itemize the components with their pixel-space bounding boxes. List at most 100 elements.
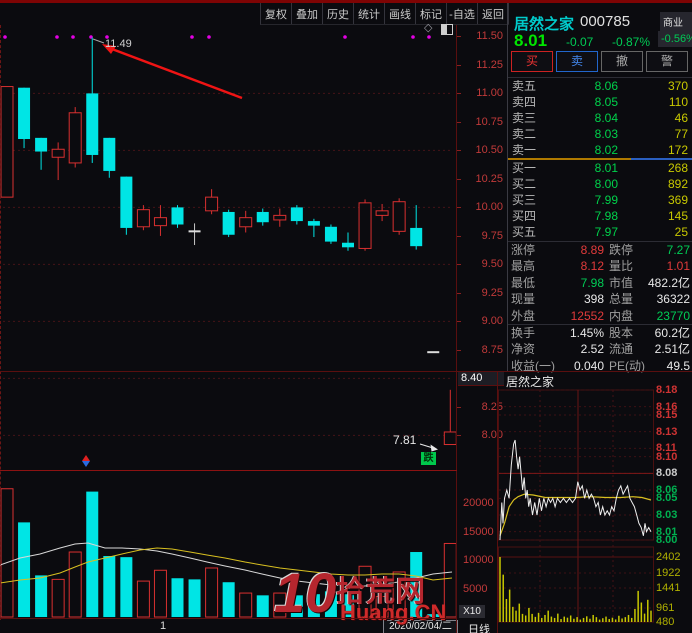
order-book-row-sell[interactable]: 卖二 8.03 77 [508,126,692,142]
minute-price-label: 8.15 [656,408,678,421]
price-change-percent: -0.87% [612,35,651,49]
drop-badge: 跌 [421,452,436,465]
stat-label: 现量 [511,292,536,307]
stat-value: 60.2亿 [654,325,690,340]
quote-panel-divider [507,3,508,371]
order-book: 卖五 8.06 370 卖四 8.05 110 卖三 8.04 46 卖二 8.03 77 卖一 8.02… [508,77,692,240]
stat-row: 换手 1.45% 股本 60.2亿 [508,323,692,341]
order-book-price: 8.03 [594,127,618,141]
left-dashed-border [0,25,1,620]
stat-value: 1.45% [569,325,604,340]
month-tick-label: 1 [160,620,167,632]
price-axis-tick [457,292,461,294]
stat-row: 现量 398 总量 36322 [508,291,692,307]
stat-label: PE(动) [609,358,646,373]
chart-toolbar: 复权 叠加 历史 统计 画线 标记 -自选 返回 [260,3,509,25]
order-book-level-label: 卖一 [512,143,537,157]
stat-label: 跌停 [609,243,634,257]
stock-stats: 涨停 8.89 跌停 7.27 最高 8.12 量比 1.01 最低 7.98 市值 482.2亿 现量… [508,241,692,374]
minute-price-label: 8.00 [656,533,678,546]
stat-label: 总量 [609,292,634,307]
window-half-fill [442,25,447,34]
price-axis-label: 10.75 [475,115,503,128]
toolbar-button-statistics[interactable]: 统计 [354,3,385,24]
minute-price-label: 8.03 [656,508,678,521]
order-book-level-label: 卖三 [512,111,537,125]
order-book-level-label: 买三 [512,193,537,207]
stat-value: 7.98 [580,275,604,290]
intraday-minute-chart[interactable]: 居然之家 8.18 8.16 8.15 8.13 8.11 8.10 8.08 8.06 8.0… [497,372,692,633]
order-book-price: 8.02 [594,143,618,157]
minute-volume-label: 1922 [656,567,681,579]
order-book-price: 8.00 [594,177,618,191]
minute-price-label: 8.08 [656,467,678,480]
toolbar-button-draw-line[interactable]: 画线 [385,3,416,24]
alert-button[interactable]: 警 [646,51,688,72]
order-book-row-buy[interactable]: 买二 8.00 892 [508,176,692,192]
price-axis-label: 9.25 [481,286,503,299]
stat-label: 换手 [511,325,536,340]
buy-button[interactable]: 买 [511,51,553,72]
stat-row: 收益(一) 0.040 PE(动) 49.5 [508,358,692,374]
minute-volume-label: 961 [656,602,675,614]
minute-price-label: 8.05 [656,492,678,505]
order-book-row-buy[interactable]: 买一 8.01 268 [508,160,692,176]
price-axis-tick [457,36,461,38]
order-book-price: 7.98 [594,209,618,223]
volume-axis-label: 5000 [463,582,488,595]
stat-label: 净资 [511,342,536,357]
volume-canvas[interactable] [0,470,457,620]
order-book-volume: 369 [667,193,688,207]
price-axis-tick [457,64,461,66]
current-date-box[interactable]: 2020/02/04/二 [383,620,458,633]
order-book-row-sell[interactable]: 卖四 8.05 110 [508,94,692,110]
order-book-row-buy[interactable]: 买四 7.98 145 [508,208,692,224]
order-book-row-sell[interactable]: 卖五 8.06 370 [508,78,692,94]
minute-price-label: 8.18 [656,384,678,396]
last-price: 8.01 [514,31,548,50]
stat-row: 净资 2.52 流通 2.51亿 [508,341,692,357]
price-axis-label: 10.25 [475,172,503,185]
order-book-volume: 46 [674,111,688,125]
toolbar-button-history[interactable]: 历史 [323,3,354,24]
order-book-price: 7.99 [594,193,618,207]
toolbar-button-overlay[interactable]: 叠加 [292,3,323,24]
order-book-price: 8.06 [594,79,618,93]
order-book-price: 7.97 [594,225,618,239]
price-axis-label: 10.00 [475,201,503,214]
daily-candlestick-chart[interactable] [0,25,457,470]
order-book-price: 8.04 [594,111,618,125]
split-window-icon[interactable] [441,24,453,35]
candlestick-canvas[interactable] [0,25,457,470]
toolbar-button-remove-watchlist[interactable]: -自选 [447,3,478,24]
minute-canvas[interactable] [498,372,692,633]
sell-button[interactable]: 卖 [556,51,598,72]
stat-value: 36322 [656,292,690,307]
toolbar-button-mark[interactable]: 标记 [416,3,447,24]
stat-label: 市值 [609,275,634,290]
order-book-row-buy[interactable]: 买三 7.99 369 [508,192,692,208]
stat-value: 2.51亿 [654,342,690,357]
period-selector[interactable]: 日线 [468,624,490,633]
order-book-volume: 892 [667,177,688,191]
stat-value: 0.040 [573,358,604,373]
toolbar-button-adjust-rights[interactable]: 复权 [261,3,292,24]
cancel-order-button[interactable]: 撤 [601,51,643,72]
stat-value: 7.27 [666,243,690,257]
order-book-row-sell[interactable]: 卖三 8.04 46 [508,110,692,126]
industry-change-percent: -0.56% [658,31,692,47]
stat-value: 2.52 [580,342,604,357]
stock-name: 居然之家 [514,16,575,33]
price-axis-tick [457,150,461,152]
volume-axis: X10 20000 15000 10000 5000 [457,470,507,620]
volume-unit-label: X10 [459,605,485,618]
toolbar-button-back[interactable]: 返回 [478,3,509,24]
order-book-row-sell[interactable]: 卖一 8.02 172 [508,142,692,158]
stat-row: 涨停 8.89 跌停 7.27 [508,242,692,258]
diamond-icon[interactable]: ◇ [424,22,433,34]
order-book-row-buy[interactable]: 买五 7.97 25 [508,224,692,240]
order-book-price: 8.05 [594,95,618,109]
volume-pane[interactable] [0,470,457,620]
order-book-volume: 77 [674,127,688,141]
